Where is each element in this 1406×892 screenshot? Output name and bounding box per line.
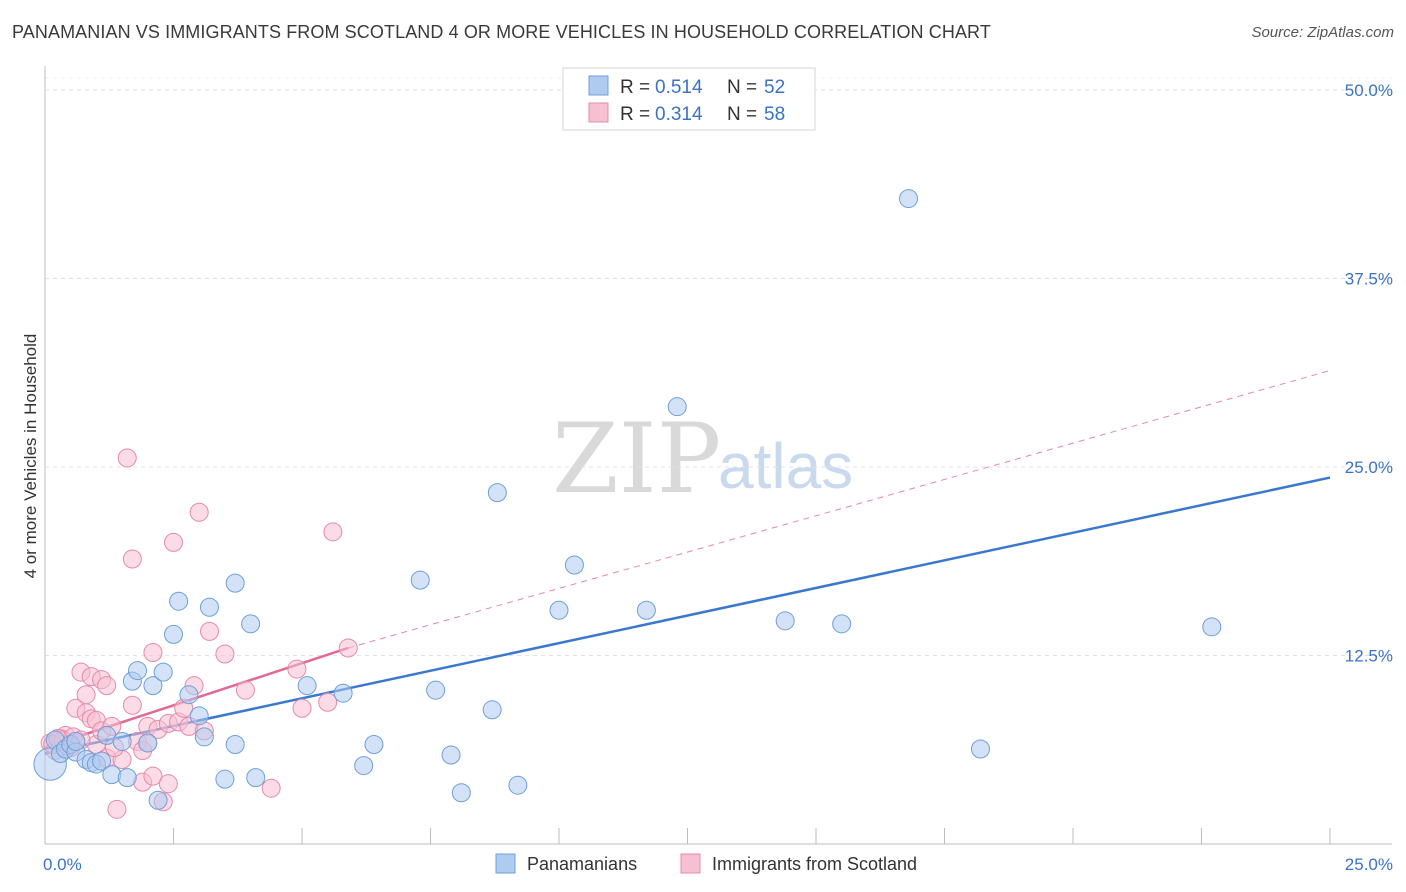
scotland-point-49 bbox=[338, 638, 358, 658]
panamanians-point-37 bbox=[451, 783, 471, 803]
panamanians-point-51 bbox=[112, 731, 132, 751]
scotland-point-29 bbox=[143, 766, 163, 786]
scotland-point-41 bbox=[199, 621, 219, 641]
panamanians-point-50 bbox=[66, 731, 86, 751]
gridlines bbox=[45, 77, 1392, 656]
x-tick-label-0: 0.0% bbox=[43, 855, 82, 874]
scotland-point-19 bbox=[107, 799, 127, 819]
scotland-point-35 bbox=[164, 532, 183, 552]
x-tick-label-1: 25.0% bbox=[1345, 855, 1393, 874]
scotland-point-30 bbox=[143, 642, 163, 662]
panamanians-point-9 bbox=[92, 751, 112, 771]
legend-n-value-2: 58 bbox=[764, 104, 785, 125]
panamanians-point-49 bbox=[1202, 617, 1222, 637]
panamanians-point-28 bbox=[241, 614, 261, 634]
legend-r-value-1: 0.514 bbox=[655, 77, 703, 98]
legend-r-label-2: R = bbox=[620, 104, 650, 125]
panamanians-trend-line bbox=[44, 476, 1331, 755]
panamanians-point-33 bbox=[364, 734, 384, 754]
scotland-point-42 bbox=[215, 644, 235, 664]
panamanians-point-31 bbox=[333, 683, 353, 703]
bottom-legend-label-scotland: Immigrants from Scotland bbox=[712, 854, 917, 874]
panamanians-point-17 bbox=[148, 790, 168, 810]
legend-n-label-2: N = bbox=[727, 104, 757, 125]
bottom-legend-label-panamanians: Panamanians bbox=[527, 854, 637, 874]
legend-swatch-scotland bbox=[588, 102, 609, 123]
panamanians-point-46 bbox=[832, 614, 852, 634]
panamanians-point-14 bbox=[128, 661, 148, 681]
legend-n-label-1: N = bbox=[727, 77, 757, 98]
panamanians-point-27 bbox=[225, 734, 245, 754]
panamanians-point-45 bbox=[775, 611, 795, 631]
source-credit: Source: ZipAtlas.com bbox=[1251, 24, 1394, 41]
panamanians-point-36 bbox=[441, 745, 461, 765]
panamanians-point-29 bbox=[246, 768, 266, 788]
scotland-point-9 bbox=[76, 685, 96, 705]
panamanians-point-21 bbox=[179, 685, 199, 705]
panamanians-point-35 bbox=[426, 680, 446, 700]
series-legend: Panamanians Immigrants from Scotland bbox=[495, 853, 917, 874]
panamanians-point-19 bbox=[164, 624, 183, 644]
panamanians-point-38 bbox=[482, 700, 502, 720]
panamanians-point-18 bbox=[153, 662, 173, 682]
panamanians-point-40 bbox=[508, 775, 528, 795]
scotland-point-43 bbox=[235, 680, 255, 700]
scotland-trend-line-extended bbox=[348, 370, 1331, 649]
panamanians-point-16 bbox=[143, 676, 163, 696]
scotland-point-16 bbox=[97, 676, 117, 696]
axes bbox=[44, 66, 1392, 845]
y-tick-label-1: 25.0% bbox=[1345, 458, 1393, 477]
panamanians-point-20 bbox=[169, 591, 189, 611]
panamanians-point-43 bbox=[636, 600, 656, 620]
scotland-point-47 bbox=[318, 692, 338, 712]
panamanians-point-24 bbox=[199, 597, 219, 617]
panamanians-point-32 bbox=[354, 756, 374, 776]
scotland-point-45 bbox=[287, 659, 307, 679]
tick-labels: 12.5% 25.0% 37.5% 50.0% 0.0% 25.0% bbox=[43, 81, 1393, 874]
scotland-point-23 bbox=[122, 549, 142, 569]
panamanians-point-11 bbox=[102, 765, 122, 785]
scotland-point-39 bbox=[189, 502, 209, 522]
y-axis-label: 4 or more Vehicles in Household bbox=[21, 334, 40, 579]
data-points bbox=[33, 189, 1222, 819]
panamanians-point-47 bbox=[899, 189, 919, 209]
y-tick-label-3: 50.0% bbox=[1345, 81, 1393, 100]
watermark: ZIP atlas bbox=[552, 403, 853, 515]
bottom-legend-swatch-panamanians bbox=[495, 853, 516, 874]
panamanians-point-44 bbox=[667, 397, 687, 417]
chart-title: PANAMANIAN VS IMMIGRANTS FROM SCOTLAND 4… bbox=[12, 22, 991, 42]
panamanians-point-25 bbox=[215, 769, 235, 789]
y-tick-label-2: 37.5% bbox=[1345, 270, 1393, 289]
panamanians-point-12 bbox=[117, 768, 137, 788]
scotland-point-22 bbox=[122, 695, 142, 715]
scotland-point-48 bbox=[323, 522, 343, 542]
legend-r-value-2: 0.314 bbox=[655, 104, 703, 125]
panamanians-point-26 bbox=[225, 573, 245, 593]
legend-r-label-1: R = bbox=[620, 77, 650, 98]
scotland-point-44 bbox=[261, 778, 281, 798]
legend-swatch-panamanians bbox=[588, 75, 609, 96]
panamanians-point-30 bbox=[297, 676, 317, 696]
panamanians-point-15 bbox=[138, 733, 158, 753]
watermark-zip: ZIP bbox=[552, 403, 721, 515]
panamanians-point-48 bbox=[970, 739, 990, 759]
watermark-atlas: atlas bbox=[718, 430, 853, 502]
panamanians-point-39 bbox=[487, 483, 507, 503]
legend-n-value-1: 52 bbox=[764, 77, 785, 98]
panamanians-point-41 bbox=[549, 600, 569, 620]
panamanians-point-42 bbox=[564, 555, 584, 575]
panamanians-point-34 bbox=[410, 570, 430, 590]
panamanians-point-23 bbox=[194, 727, 214, 747]
stats-legend: R = 0.514 N = 52 R = 0.314 N = 58 bbox=[562, 67, 816, 131]
scotland-point-46 bbox=[292, 698, 312, 718]
scotland-point-34 bbox=[158, 774, 178, 794]
panamanians-point-22 bbox=[189, 706, 209, 726]
scotland-point-21 bbox=[117, 448, 137, 468]
bottom-legend-swatch-scotland bbox=[680, 853, 701, 874]
y-tick-label-0: 12.5% bbox=[1345, 647, 1393, 666]
